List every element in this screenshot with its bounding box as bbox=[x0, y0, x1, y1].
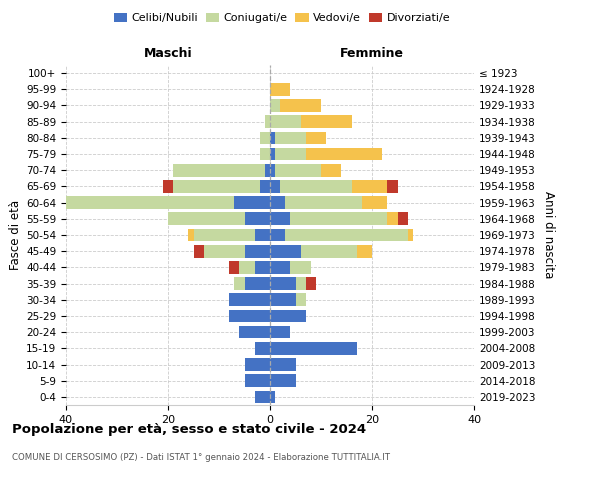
Bar bbox=[270, 326, 290, 338]
Bar bbox=[321, 164, 341, 176]
Bar bbox=[193, 228, 254, 241]
Bar bbox=[270, 294, 296, 306]
Bar bbox=[204, 245, 245, 258]
Bar bbox=[270, 342, 356, 354]
Bar bbox=[239, 326, 270, 338]
Bar bbox=[270, 196, 286, 209]
Bar bbox=[56, 196, 61, 209]
Bar bbox=[188, 228, 193, 241]
Bar bbox=[356, 245, 372, 258]
Bar bbox=[245, 278, 270, 290]
Bar bbox=[280, 180, 352, 192]
Bar bbox=[270, 164, 275, 176]
Bar bbox=[168, 212, 245, 225]
Text: Femmine: Femmine bbox=[340, 47, 404, 60]
Bar bbox=[270, 374, 296, 387]
Bar bbox=[245, 212, 270, 225]
Bar bbox=[245, 245, 270, 258]
Y-axis label: Anni di nascita: Anni di nascita bbox=[542, 192, 555, 278]
Bar bbox=[398, 212, 408, 225]
Bar bbox=[270, 83, 290, 96]
Bar bbox=[270, 132, 275, 144]
Bar bbox=[275, 132, 306, 144]
Bar bbox=[306, 148, 382, 160]
Bar bbox=[301, 116, 352, 128]
Legend: Celibi/Nubili, Coniugati/e, Vedovi/e, Divorziati/e: Celibi/Nubili, Coniugati/e, Vedovi/e, Di… bbox=[109, 8, 455, 28]
Bar bbox=[245, 374, 270, 387]
Bar bbox=[275, 164, 321, 176]
Bar bbox=[270, 358, 296, 371]
Y-axis label: Fasce di età: Fasce di età bbox=[9, 200, 22, 270]
Bar bbox=[388, 212, 398, 225]
Bar bbox=[229, 310, 270, 322]
Bar bbox=[235, 278, 245, 290]
Bar bbox=[362, 196, 388, 209]
Bar bbox=[270, 116, 301, 128]
Bar bbox=[61, 196, 235, 209]
Text: Maschi: Maschi bbox=[143, 47, 193, 60]
Bar bbox=[352, 180, 388, 192]
Bar bbox=[229, 261, 239, 274]
Bar bbox=[296, 278, 306, 290]
Bar bbox=[296, 294, 306, 306]
Bar bbox=[260, 132, 270, 144]
Bar bbox=[270, 148, 275, 160]
Bar bbox=[280, 99, 321, 112]
Bar bbox=[260, 180, 270, 192]
Bar bbox=[173, 180, 260, 192]
Bar bbox=[254, 342, 270, 354]
Bar bbox=[306, 132, 326, 144]
Bar bbox=[229, 294, 270, 306]
Bar bbox=[270, 261, 290, 274]
Bar bbox=[270, 278, 296, 290]
Bar bbox=[270, 212, 290, 225]
Bar bbox=[286, 228, 408, 241]
Bar bbox=[235, 196, 270, 209]
Bar bbox=[239, 261, 254, 274]
Bar bbox=[270, 245, 301, 258]
Bar bbox=[193, 245, 204, 258]
Bar bbox=[254, 228, 270, 241]
Bar bbox=[270, 390, 275, 403]
Bar bbox=[270, 228, 286, 241]
Bar bbox=[306, 278, 316, 290]
Bar bbox=[290, 261, 311, 274]
Bar bbox=[270, 99, 280, 112]
Text: COMUNE DI CERSOSIMO (PZ) - Dati ISTAT 1° gennaio 2024 - Elaborazione TUTTITALIA.: COMUNE DI CERSOSIMO (PZ) - Dati ISTAT 1°… bbox=[12, 452, 390, 462]
Bar bbox=[254, 390, 270, 403]
Bar bbox=[275, 148, 306, 160]
Bar bbox=[408, 228, 413, 241]
Bar bbox=[301, 245, 357, 258]
Bar bbox=[270, 180, 280, 192]
Bar bbox=[388, 180, 398, 192]
Bar bbox=[254, 261, 270, 274]
Bar bbox=[270, 310, 306, 322]
Bar bbox=[265, 164, 270, 176]
Bar bbox=[260, 148, 270, 160]
Bar bbox=[290, 212, 388, 225]
Bar bbox=[286, 196, 362, 209]
Bar bbox=[173, 164, 265, 176]
Bar bbox=[265, 116, 270, 128]
Bar bbox=[163, 180, 173, 192]
Text: Popolazione per età, sesso e stato civile - 2024: Popolazione per età, sesso e stato civil… bbox=[12, 422, 366, 436]
Bar bbox=[245, 358, 270, 371]
